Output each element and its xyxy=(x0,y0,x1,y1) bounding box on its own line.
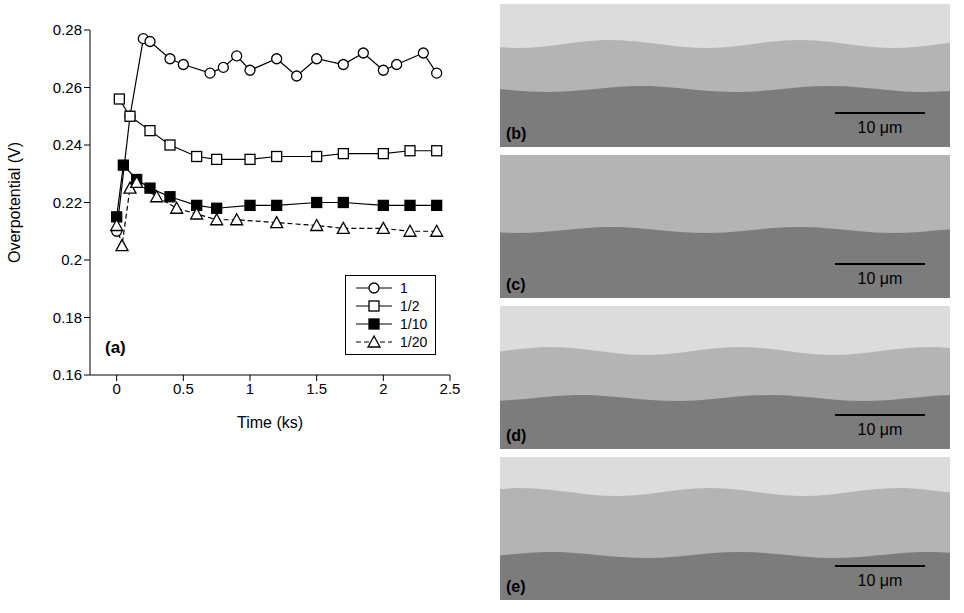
svg-text:Overpotential (V): Overpotential (V) xyxy=(6,142,23,263)
svg-text:2.5: 2.5 xyxy=(440,380,461,397)
svg-text:10 μm: 10 μm xyxy=(858,119,903,136)
svg-text:0.5: 0.5 xyxy=(173,380,194,397)
svg-text:(c): (c) xyxy=(506,276,526,293)
svg-text:2: 2 xyxy=(379,380,387,397)
html-text:(a): (a) xyxy=(105,338,126,357)
svg-text:0.24: 0.24 xyxy=(53,136,82,153)
svg-text:(b): (b) xyxy=(506,125,526,142)
svg-text:0.16: 0.16 xyxy=(53,366,82,383)
html-text:1: 1 xyxy=(400,280,408,296)
svg-text:10 μm: 10 μm xyxy=(858,270,903,287)
svg-text:1: 1 xyxy=(246,380,254,397)
svg-text:0.22: 0.22 xyxy=(53,194,82,211)
html-text:1/2: 1/2 xyxy=(400,298,420,314)
svg-text:(d): (d) xyxy=(506,427,526,444)
svg-text:10 μm: 10 μm xyxy=(858,572,903,589)
svg-text:1.5: 1.5 xyxy=(306,380,327,397)
svg-text:Time (ks): Time (ks) xyxy=(237,414,303,431)
svg-text:0.26: 0.26 xyxy=(53,79,82,96)
svg-text:0: 0 xyxy=(112,380,120,397)
svg-text:10 μm: 10 μm xyxy=(858,421,903,438)
svg-text:(e): (e) xyxy=(506,578,526,595)
html-text:1/20: 1/20 xyxy=(400,334,428,350)
svg-text:0.2: 0.2 xyxy=(61,251,82,268)
svg-text:0.28: 0.28 xyxy=(53,21,82,38)
svg-text:0.18: 0.18 xyxy=(53,309,82,326)
html-text:1/10: 1/10 xyxy=(400,316,428,332)
